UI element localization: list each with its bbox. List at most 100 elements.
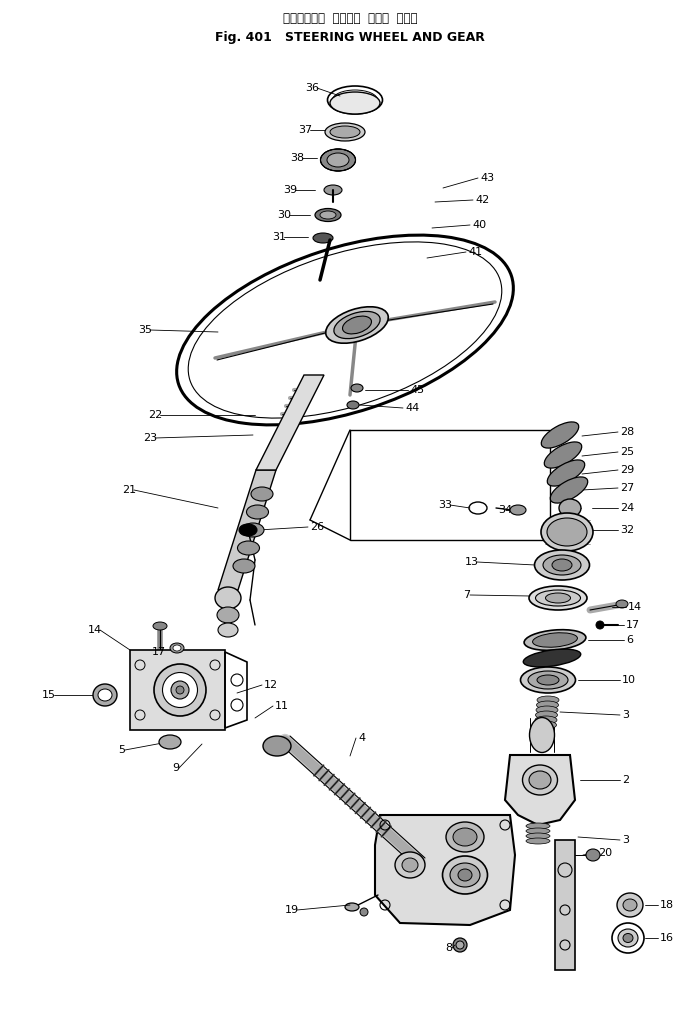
Text: 38: 38 [290, 153, 304, 163]
Ellipse shape [537, 701, 559, 709]
Ellipse shape [446, 822, 484, 852]
Text: 14: 14 [628, 602, 642, 612]
Text: 23: 23 [143, 433, 157, 443]
Ellipse shape [395, 852, 425, 878]
Ellipse shape [535, 590, 580, 606]
Text: 43: 43 [480, 173, 494, 183]
Ellipse shape [320, 211, 336, 219]
Text: 44: 44 [405, 403, 419, 412]
Ellipse shape [239, 524, 257, 536]
Ellipse shape [154, 664, 206, 716]
Text: 8: 8 [445, 943, 452, 953]
Ellipse shape [537, 675, 559, 685]
Ellipse shape [345, 903, 359, 911]
Text: 7: 7 [463, 590, 470, 600]
Ellipse shape [617, 893, 643, 917]
Ellipse shape [623, 899, 637, 911]
Ellipse shape [326, 307, 389, 343]
Ellipse shape [524, 630, 586, 650]
Text: 13: 13 [465, 557, 479, 567]
Ellipse shape [535, 716, 557, 724]
Ellipse shape [351, 384, 363, 392]
Ellipse shape [321, 149, 356, 171]
Text: 28: 28 [620, 427, 634, 437]
Ellipse shape [522, 765, 558, 795]
Text: 34: 34 [498, 505, 512, 515]
Ellipse shape [616, 600, 628, 608]
Ellipse shape [623, 934, 633, 943]
Text: 30: 30 [277, 210, 291, 220]
Ellipse shape [247, 505, 268, 519]
Ellipse shape [217, 607, 239, 623]
Ellipse shape [541, 422, 579, 448]
Ellipse shape [458, 869, 472, 881]
Text: 40: 40 [472, 220, 486, 230]
Ellipse shape [330, 126, 360, 138]
Text: 3: 3 [622, 835, 629, 845]
Text: 12: 12 [264, 680, 278, 690]
Ellipse shape [263, 736, 291, 756]
Text: 25: 25 [620, 447, 634, 457]
Ellipse shape [526, 828, 550, 834]
Text: 2: 2 [622, 775, 629, 785]
Ellipse shape [171, 681, 189, 699]
Ellipse shape [543, 555, 581, 575]
Text: 27: 27 [620, 483, 634, 493]
Ellipse shape [347, 401, 359, 409]
Ellipse shape [330, 92, 380, 114]
Text: 41: 41 [468, 247, 482, 257]
Ellipse shape [547, 460, 585, 486]
Ellipse shape [334, 311, 380, 338]
Ellipse shape [325, 123, 365, 141]
Ellipse shape [327, 153, 349, 167]
Ellipse shape [238, 541, 259, 555]
Ellipse shape [360, 908, 368, 916]
Ellipse shape [529, 586, 587, 610]
Text: 4: 4 [358, 733, 365, 743]
Ellipse shape [98, 689, 112, 701]
Ellipse shape [442, 856, 487, 894]
Ellipse shape [153, 622, 167, 630]
Ellipse shape [315, 208, 341, 221]
Ellipse shape [586, 849, 600, 861]
Text: 5: 5 [118, 745, 125, 755]
Text: 29: 29 [620, 465, 634, 475]
Ellipse shape [536, 706, 558, 714]
Ellipse shape [521, 666, 575, 693]
Ellipse shape [233, 559, 255, 573]
Ellipse shape [402, 858, 418, 872]
Ellipse shape [162, 673, 198, 707]
Text: 37: 37 [298, 125, 312, 135]
Text: 20: 20 [598, 848, 612, 858]
Ellipse shape [453, 828, 477, 846]
Polygon shape [130, 650, 225, 731]
Ellipse shape [450, 863, 480, 887]
Polygon shape [218, 470, 276, 590]
Ellipse shape [552, 559, 572, 571]
Ellipse shape [541, 513, 593, 551]
Text: 36: 36 [305, 83, 319, 93]
Text: 21: 21 [122, 485, 136, 495]
Ellipse shape [545, 442, 582, 468]
Ellipse shape [526, 823, 550, 829]
Text: 19: 19 [285, 905, 299, 915]
Text: 15: 15 [42, 690, 56, 700]
Ellipse shape [559, 499, 581, 517]
Ellipse shape [242, 523, 264, 537]
Ellipse shape [530, 717, 554, 753]
Text: 26: 26 [310, 522, 324, 532]
Ellipse shape [550, 477, 588, 503]
Ellipse shape [313, 233, 333, 243]
Ellipse shape [535, 721, 556, 729]
Text: 10: 10 [622, 675, 636, 685]
Ellipse shape [215, 587, 241, 609]
Ellipse shape [176, 686, 184, 694]
Text: 3: 3 [622, 710, 629, 720]
Polygon shape [375, 815, 515, 925]
Ellipse shape [343, 316, 371, 334]
Text: 17: 17 [626, 620, 640, 630]
Ellipse shape [524, 649, 581, 666]
Text: 17: 17 [152, 647, 166, 657]
Ellipse shape [535, 550, 589, 580]
Text: ステアリング  ホイール  および  ギヤー: ステアリング ホイール および ギヤー [283, 11, 417, 24]
